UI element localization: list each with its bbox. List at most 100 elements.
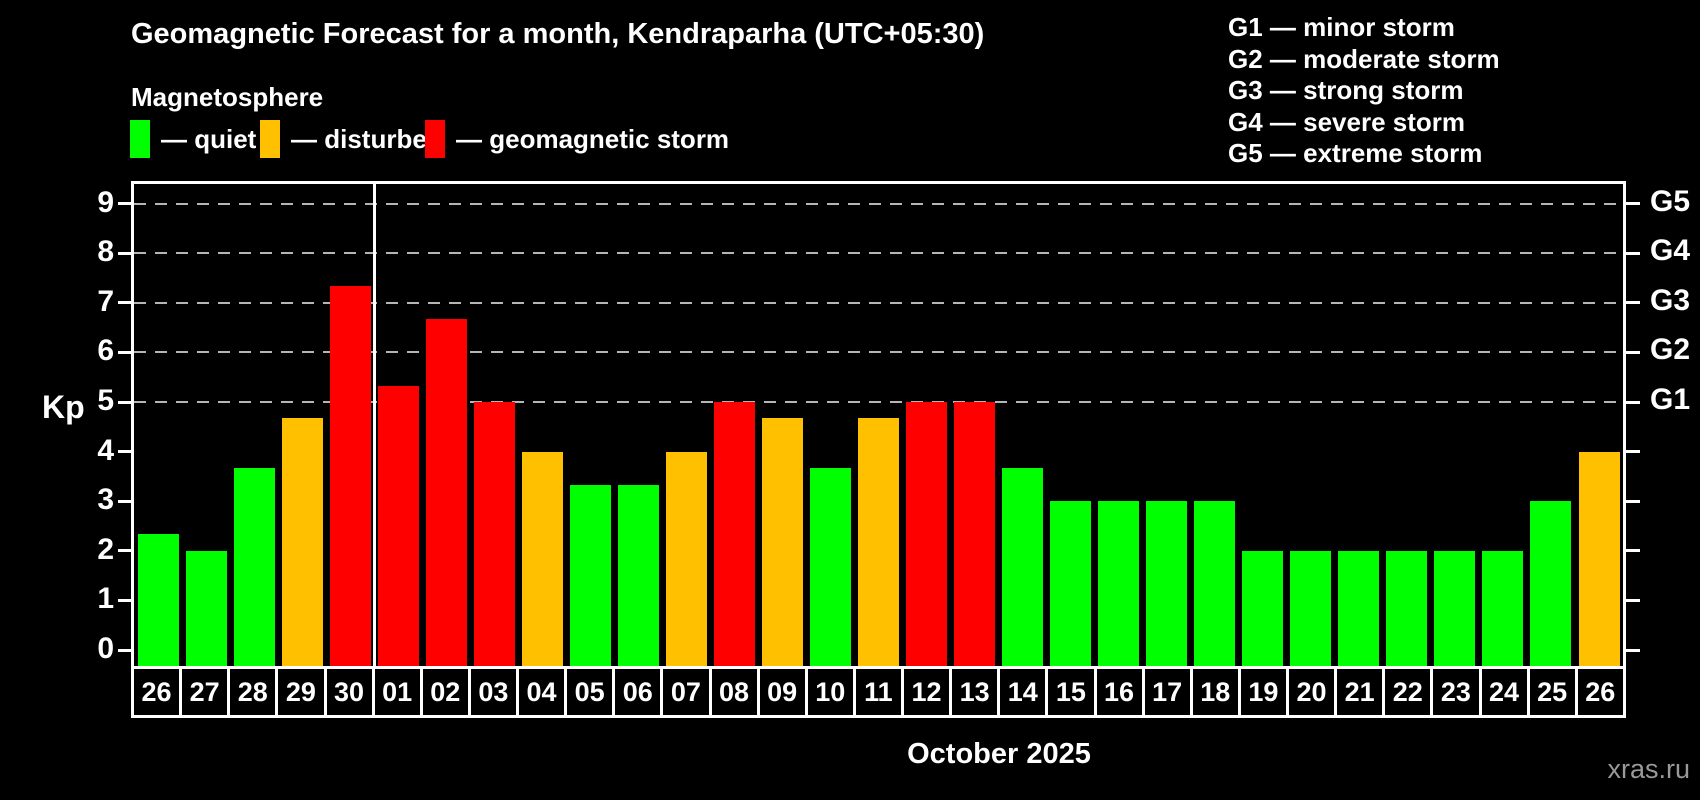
kp-bar-14-quiet bbox=[1002, 468, 1044, 666]
date-cell-26: 26 bbox=[1574, 666, 1626, 718]
date-cell-25: 25 bbox=[1526, 666, 1578, 718]
kp-bar-10-quiet bbox=[810, 468, 851, 666]
g-legend-line-1: G1 — minor storm bbox=[1228, 12, 1455, 42]
legend-swatch-quiet-icon bbox=[130, 120, 150, 158]
date-cell-06: 06 bbox=[612, 666, 664, 718]
kp-bar-07-disturbed bbox=[665, 451, 707, 666]
kp-bar-16-quiet bbox=[1098, 501, 1140, 666]
y-tick-label-2: 2 bbox=[97, 532, 114, 566]
date-cell-04: 04 bbox=[516, 666, 568, 718]
date-cell-02: 02 bbox=[419, 666, 471, 718]
legend-label-storm: — geomagnetic storm bbox=[456, 123, 730, 154]
date-cell-01: 01 bbox=[371, 666, 423, 718]
date-cell-03: 03 bbox=[467, 666, 519, 718]
y-tick-left-7 bbox=[118, 301, 134, 305]
x-axis-date-row: 26 27 28 29 30 01 02 03 04 05 06 07 08 09 10 11 12 13 14 15… bbox=[131, 666, 1626, 718]
date-cell-20: 20 bbox=[1286, 666, 1338, 718]
kp-bar-09-disturbed bbox=[761, 418, 803, 666]
y-tick-left-8 bbox=[118, 251, 134, 255]
kp-bar-11-disturbed bbox=[858, 418, 899, 666]
kp-bar-28-quiet bbox=[233, 468, 275, 666]
y-tick-left-0 bbox=[118, 648, 134, 652]
date-cell-26: 26 bbox=[131, 666, 183, 718]
legend-swatch-storm-icon bbox=[425, 120, 445, 158]
y-tick-label-4: 4 bbox=[97, 433, 114, 467]
gridline-kp7 bbox=[134, 301, 1623, 304]
kp-bar-18-quiet bbox=[1194, 501, 1236, 666]
g-scale-legend: G1 — minor storm G2 — moderate storm G3 — … bbox=[1228, 12, 1500, 170]
y-tick-right-1 bbox=[1623, 598, 1640, 602]
date-cell-27: 27 bbox=[179, 666, 231, 718]
g-legend-line-5: G5 — extreme storm bbox=[1228, 138, 1483, 168]
gridline-kp5 bbox=[134, 401, 1623, 403]
y-tick-left-2 bbox=[118, 549, 134, 553]
y-tick-label-8: 8 bbox=[97, 235, 114, 269]
date-cell-13: 13 bbox=[949, 666, 1001, 718]
g-level-label-G2: G2 bbox=[1650, 333, 1691, 367]
y-tick-label-9: 9 bbox=[97, 185, 114, 219]
kp-bar-27-quiet bbox=[185, 550, 227, 666]
date-cell-16: 16 bbox=[1093, 666, 1145, 718]
y-tick-left-3 bbox=[118, 499, 134, 503]
y-tick-right-9 bbox=[1623, 202, 1640, 206]
date-cell-21: 21 bbox=[1334, 666, 1386, 718]
kp-bar-22-quiet bbox=[1386, 550, 1428, 666]
y-tick-label-1: 1 bbox=[97, 582, 114, 616]
date-cell-29: 29 bbox=[275, 666, 327, 718]
date-cell-15: 15 bbox=[1045, 666, 1097, 718]
date-cell-22: 22 bbox=[1382, 666, 1434, 718]
g-level-label-G1: G1 bbox=[1650, 383, 1691, 416]
date-cell-05: 05 bbox=[564, 666, 616, 718]
kp-bar-30-storm bbox=[329, 286, 371, 666]
y-tick-label-5: 5 bbox=[97, 384, 114, 417]
g-level-label-G3: G3 bbox=[1650, 283, 1691, 317]
y-tick-left-4 bbox=[118, 450, 134, 454]
y-tick-left-5 bbox=[118, 400, 134, 404]
date-cell-07: 07 bbox=[660, 666, 712, 718]
date-cell-14: 14 bbox=[997, 666, 1049, 718]
y-tick-left-9 bbox=[118, 202, 134, 206]
g-level-label-G4: G4 bbox=[1650, 234, 1691, 268]
y-tick-label-7: 7 bbox=[97, 284, 114, 318]
kp-bar-26-quiet bbox=[137, 534, 179, 666]
date-cell-10: 10 bbox=[804, 666, 856, 718]
g-legend-line-3: G3 — strong storm bbox=[1228, 75, 1464, 105]
date-cell-12: 12 bbox=[901, 666, 953, 718]
kp-bar-04-disturbed bbox=[521, 451, 563, 666]
kp-bar-06-quiet bbox=[617, 484, 659, 666]
y-tick-left-6 bbox=[118, 350, 134, 354]
kp-bar-24-quiet bbox=[1482, 550, 1524, 666]
y-tick-right-8 bbox=[1623, 251, 1640, 255]
y-tick-right-0 bbox=[1623, 648, 1640, 652]
kp-bar-20-quiet bbox=[1290, 550, 1332, 666]
legend-label-quiet: — quiet bbox=[161, 123, 257, 154]
kp-bar-15-quiet bbox=[1050, 501, 1092, 666]
y-tick-right-4 bbox=[1623, 450, 1640, 454]
y-tick-label-6: 6 bbox=[97, 334, 114, 368]
legend-swatch-disturbed-icon bbox=[260, 120, 280, 158]
kp-bar-13-storm bbox=[954, 402, 995, 666]
chart-frame bbox=[131, 181, 1626, 669]
kp-bar-26-disturbed bbox=[1578, 451, 1620, 666]
date-cell-28: 28 bbox=[227, 666, 279, 718]
kp-bar-17-quiet bbox=[1146, 501, 1188, 666]
y-tick-right-6 bbox=[1623, 350, 1640, 354]
month-separator-line bbox=[372, 184, 376, 666]
kp-bar-23-quiet bbox=[1434, 550, 1476, 666]
y-tick-label-0: 0 bbox=[97, 632, 114, 665]
date-cell-19: 19 bbox=[1237, 666, 1289, 718]
y-axis-title: Kp bbox=[42, 389, 85, 425]
y-tick-left-1 bbox=[118, 598, 134, 602]
g-legend-line-2: G2 — moderate storm bbox=[1228, 43, 1500, 74]
kp-bar-12-storm bbox=[906, 402, 947, 666]
g-legend-line-4: G4 — severe storm bbox=[1228, 106, 1466, 137]
y-tick-right-5 bbox=[1623, 400, 1640, 404]
legend-item-storm: — geomagnetic storm bbox=[425, 119, 729, 159]
kp-bar-03-storm bbox=[473, 402, 515, 666]
y-tick-right-3 bbox=[1623, 499, 1640, 503]
x-axis-title: October 2025 bbox=[907, 738, 1091, 770]
gridline-kp6 bbox=[134, 351, 1623, 354]
y-tick-right-7 bbox=[1623, 301, 1640, 305]
date-cell-30: 30 bbox=[323, 666, 375, 718]
